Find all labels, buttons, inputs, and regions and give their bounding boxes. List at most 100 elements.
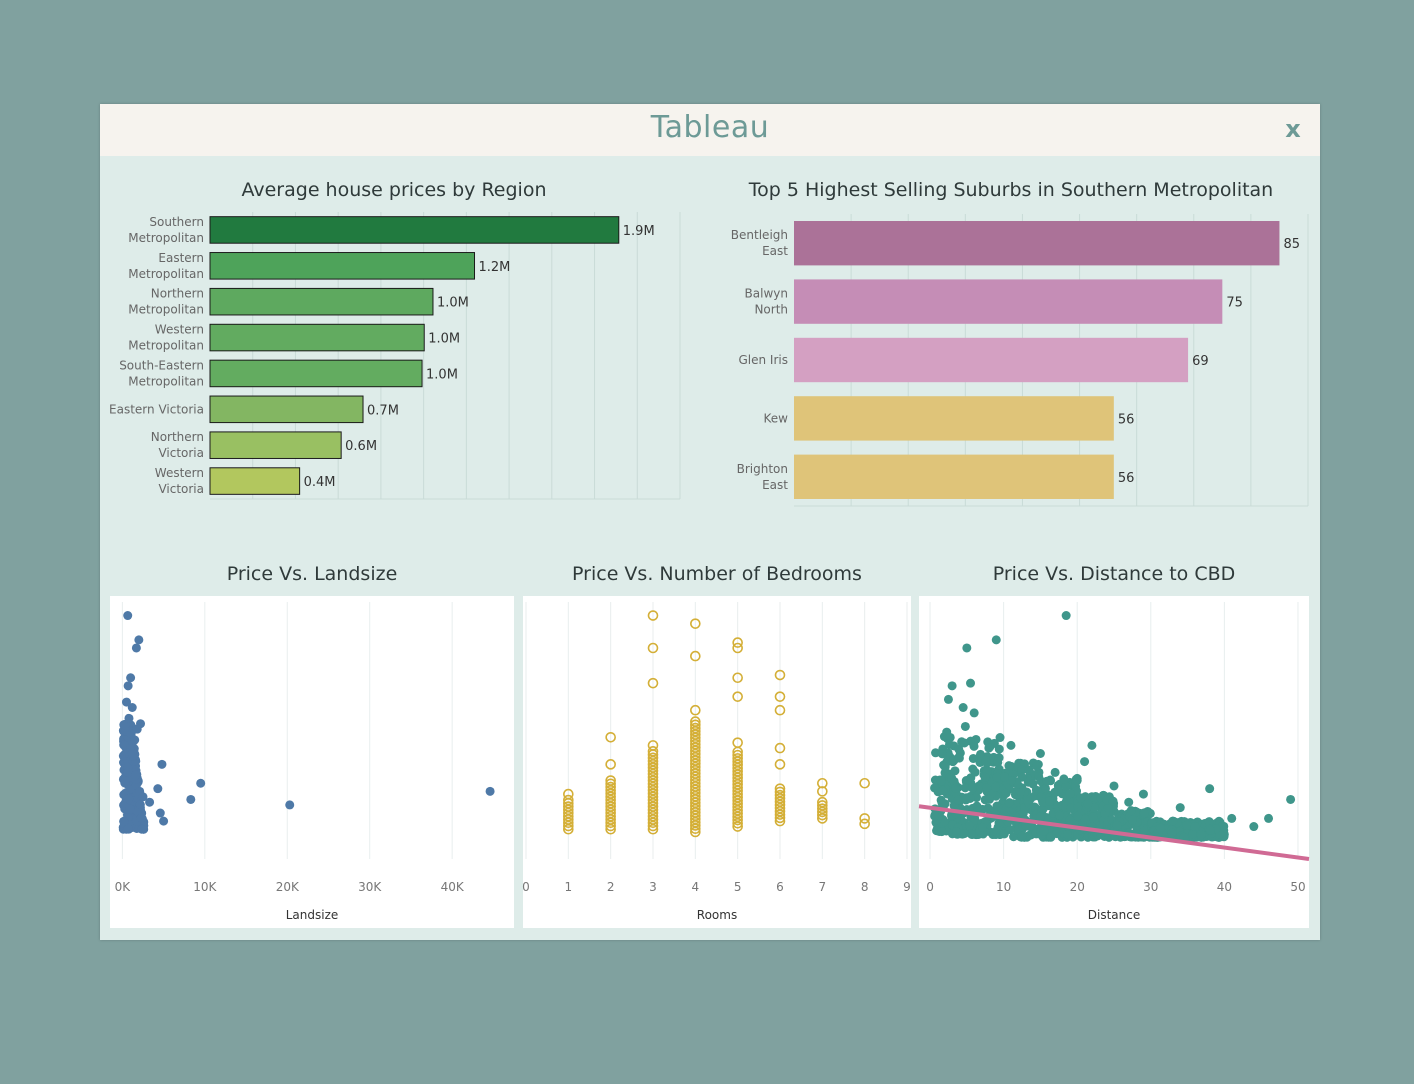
- value-label-south-eastern-metropolitan: 1.0M: [426, 367, 458, 382]
- data-point: [774, 786, 786, 798]
- distance-tick-labels: 0 10 20 30 40 50: [926, 880, 1305, 894]
- data-point: [186, 794, 196, 804]
- category-label-western-metropolitan: Western: [155, 323, 204, 337]
- data-point: [690, 722, 701, 734]
- data-point: [123, 824, 133, 834]
- data-point: [1204, 817, 1214, 827]
- data-point: [774, 759, 786, 770]
- category-label-eastern-victoria: Eastern Victoria: [109, 402, 204, 416]
- data-point: [647, 740, 659, 751]
- region-chart-title: Average house prices by Region: [241, 179, 546, 201]
- app-title: Tableau: [650, 110, 770, 145]
- category-label-northern-metropolitan: Metropolitan: [128, 303, 204, 317]
- region-bars: [209, 216, 620, 495]
- distance-x-axis-label: Distance: [1088, 908, 1140, 922]
- data-point: [969, 741, 979, 751]
- value-label-kew: 56: [1118, 412, 1135, 427]
- data-point: [647, 677, 659, 689]
- data-point: [966, 829, 976, 839]
- data-point: [137, 824, 147, 834]
- region-chart: Average house prices by Region Southern M…: [109, 179, 681, 500]
- data-point: [774, 783, 786, 794]
- data-point: [1072, 776, 1082, 786]
- data-point: [1179, 832, 1189, 842]
- data-point: [126, 673, 136, 683]
- data-point: [1155, 823, 1165, 833]
- data-point: [647, 752, 659, 764]
- category-label-south-eastern-metropolitan: South-Eastern: [119, 358, 204, 372]
- data-point: [690, 716, 701, 727]
- data-point: [196, 778, 206, 788]
- data-point: [605, 781, 616, 793]
- data-point: [981, 757, 991, 767]
- value-label-glen-iris: 69: [1192, 354, 1209, 369]
- data-point: [1168, 816, 1178, 826]
- tick-label: 0: [522, 880, 530, 894]
- data-point: [1088, 812, 1098, 822]
- data-point: [951, 827, 961, 837]
- category-label-northern-victoria: Victoria: [158, 446, 204, 460]
- tick-label: 30: [1143, 880, 1158, 894]
- data-point: [563, 794, 574, 806]
- data-point: [817, 803, 828, 814]
- data-point: [732, 753, 743, 764]
- value-label-eastern-metropolitan: 1.2M: [479, 260, 511, 275]
- region-value-labels: 1.9M 1.2M 1.0M 1.0M 1.0M 0.7M 0.6M 0.4M: [304, 224, 655, 490]
- data-point: [1062, 829, 1072, 839]
- tick-label: 4: [692, 880, 700, 894]
- value-label-northern-victoria: 0.6M: [345, 439, 377, 454]
- bedrooms-plot-area: [523, 596, 911, 928]
- data-point: [1024, 765, 1034, 775]
- category-label-glen-iris: Glen Iris: [739, 353, 789, 367]
- data-point: [1112, 820, 1122, 830]
- value-label-brighton-east: 56: [1118, 471, 1135, 486]
- category-label-southern-metropolitan: Southern: [149, 215, 204, 229]
- data-point: [817, 777, 828, 789]
- data-point: [950, 766, 960, 776]
- data-point: [1020, 820, 1030, 830]
- tick-label: 50: [1290, 880, 1305, 894]
- category-label-brighton-east: East: [762, 478, 788, 492]
- data-point: [647, 746, 659, 757]
- distance-chart-title: Price Vs. Distance to CBD: [993, 563, 1236, 585]
- data-point: [1196, 830, 1206, 840]
- data-point: [985, 794, 995, 804]
- data-point: [1039, 826, 1049, 836]
- data-point: [1006, 776, 1016, 786]
- close-button[interactable]: x: [1285, 115, 1301, 143]
- bar-northern-metropolitan: [209, 287, 434, 316]
- data-point: [937, 749, 947, 759]
- data-point: [817, 786, 828, 797]
- data-point: [1286, 794, 1296, 804]
- data-point: [1028, 779, 1038, 789]
- data-point: [966, 678, 976, 688]
- data-point: [1038, 804, 1048, 814]
- distance-trend-line: [918, 804, 1310, 861]
- data-point: [957, 737, 967, 747]
- data-point: [960, 783, 970, 793]
- data-point: [994, 753, 1004, 763]
- data-point: [1127, 815, 1137, 825]
- data-point: [1227, 813, 1237, 823]
- tick-label: 10K: [193, 880, 217, 894]
- data-point: [959, 829, 969, 839]
- data-point: [991, 635, 1001, 645]
- data-point: [1087, 740, 1097, 750]
- bar-northern-victoria: [209, 431, 342, 459]
- bedrooms-x-axis-label: Rooms: [697, 908, 737, 922]
- data-point: [947, 681, 957, 691]
- data-point: [732, 749, 743, 761]
- data-point: [131, 643, 141, 653]
- data-point: [1065, 789, 1075, 799]
- data-point: [774, 704, 786, 716]
- data-point: [127, 703, 137, 713]
- data-point: [157, 759, 167, 769]
- data-point: [931, 748, 941, 758]
- data-point: [732, 672, 743, 684]
- tick-label: 20K: [276, 880, 300, 894]
- data-point: [859, 813, 870, 824]
- data-point: [145, 797, 155, 807]
- value-label-western-victoria: 0.4M: [304, 475, 336, 490]
- data-point: [960, 721, 970, 731]
